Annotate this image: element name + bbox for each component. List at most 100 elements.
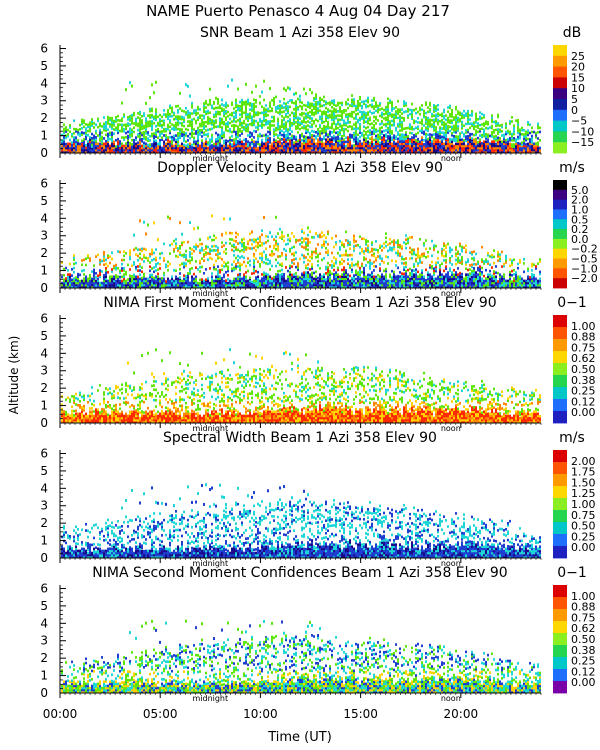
colorbar-swatch (553, 498, 567, 511)
y-tick-label: 3 (40, 94, 48, 108)
y-tick-label: 0 (40, 416, 48, 430)
colorbar-swatch (553, 66, 567, 78)
colorbar-label: 15 (571, 71, 585, 84)
panel-title: NIMA First Moment Confidences Beam 1 Azi… (103, 295, 496, 311)
colorbar-label: 0.50 (571, 633, 596, 646)
colorbar-label: 2.00 (571, 455, 596, 468)
panel-4: Spectral Width Beam 1 Azi 358 Elev 90 m/s… (40, 430, 595, 568)
colorbar-label: 1.00 (571, 590, 596, 603)
y-tick-label: 6 (40, 311, 48, 325)
colorbar-swatch (553, 534, 567, 547)
x-tick-label: 15:00 (343, 707, 378, 721)
colorbar-label: 1.75 (571, 466, 596, 479)
colorbar-swatch (553, 510, 567, 523)
y-tick-label: 4 (40, 211, 48, 225)
y-tick-label: 5 (40, 194, 48, 208)
panel-3: NIMA First Moment Confidences Beam 1 Azi… (40, 295, 595, 433)
colorbar-label: 0.12 (571, 665, 596, 678)
echo-field (61, 483, 541, 559)
panel-title: NIMA Second Moment Confidences Beam 1 Az… (92, 565, 507, 581)
colorbar-label: 0.75 (571, 341, 596, 354)
y-tick-label: 5 (40, 329, 48, 343)
y-tick-label: 5 (40, 599, 48, 613)
colorbar-swatch (553, 278, 567, 289)
colorbar-swatch (553, 411, 567, 424)
time-marker-noon: noon (441, 694, 461, 703)
time-marker-midnight: midnight (192, 694, 228, 703)
colorbar-label: 0.50 (571, 520, 596, 533)
colorbar-label: 5 (571, 93, 578, 106)
colorbar-swatch (553, 258, 567, 269)
y-tick-label: 4 (40, 346, 48, 360)
colorbar-label: −10 (571, 125, 594, 138)
colorbar-swatch (553, 229, 567, 240)
colorbar-swatch (553, 327, 567, 340)
y-tick-label: 4 (40, 616, 48, 630)
colorbar-swatch (553, 363, 567, 376)
x-tick-label: 05:00 (143, 707, 178, 721)
colorbar-swatch (553, 486, 567, 499)
y-axis-label: Altitude (km) (7, 336, 21, 415)
y-tick-label: 6 (40, 581, 48, 595)
x-tick-label: 20:00 (444, 707, 479, 721)
colorbar-swatch (553, 131, 567, 143)
colorbar-swatch (553, 99, 567, 111)
y-tick-label: 0 (40, 281, 48, 295)
colorbar-label: 1.50 (571, 476, 596, 489)
colorbar: 1.000.880.750.620.500.380.250.120.00 (553, 585, 596, 694)
time-marker-noon: noon (441, 559, 461, 568)
colorbar-label: 1.0 (571, 203, 589, 216)
colorbar-swatch (553, 657, 567, 670)
panel-unit: 0−1 (557, 565, 587, 581)
y-tick-label: 2 (40, 246, 48, 260)
colorbar-label: 0.2 (571, 223, 589, 236)
colorbar-label: 0.5 (571, 213, 589, 226)
colorbar-label: 0.00 (571, 406, 596, 419)
y-tick-label: 0 (40, 551, 48, 565)
colorbar-label: 0.12 (571, 395, 596, 408)
y-tick-label: 5 (40, 464, 48, 478)
y-tick-label: 4 (40, 481, 48, 495)
colorbar-label: 0.62 (571, 622, 596, 635)
colorbar-swatch (553, 238, 567, 250)
colorbar-swatch (553, 546, 567, 559)
colorbar-swatch (553, 199, 567, 210)
panel-unit: m/s (559, 160, 585, 176)
colorbar-swatch (553, 180, 567, 191)
panel-title: Doppler Velocity Beam 1 Azi 358 Elev 90 (157, 160, 443, 176)
colorbar-label: −2.0 (571, 272, 598, 285)
colorbar-swatch (553, 142, 567, 154)
time-marker-noon: noon (441, 424, 461, 433)
panel-title: Spectral Width Beam 1 Azi 358 Elev 90 (163, 430, 437, 446)
time-marker-noon: noon (441, 289, 461, 298)
colorbar-label: 0 (571, 104, 578, 117)
figure-title: NAME Puerto Penasco 4 Aug 04 Day 217 (146, 2, 450, 20)
echo-field (61, 348, 541, 424)
x-axis-label: Time (UT) (267, 730, 332, 745)
y-tick-label: 2 (40, 381, 48, 395)
colorbar-label: 1.00 (571, 498, 596, 511)
y-tick-label: 6 (40, 446, 48, 460)
colorbar-swatch (553, 399, 567, 412)
colorbar-swatch (553, 339, 567, 352)
colorbar-label: 0.50 (571, 363, 596, 376)
y-tick-label: 3 (40, 499, 48, 513)
panel-1: SNR Beam 1 Azi 358 Elev 90 dB 0 1 2 3 4 5 6 midni… (40, 25, 594, 163)
colorbar-label: 1.25 (571, 487, 596, 500)
colorbar-label: −0.5 (571, 253, 598, 266)
colorbar-swatch (553, 189, 567, 201)
colorbar-label: 0.25 (571, 530, 596, 543)
colorbar-label: 0.62 (571, 352, 596, 365)
colorbar-swatch (553, 248, 567, 259)
colorbar-label: 1.00 (571, 320, 596, 333)
y-tick-label: 2 (40, 651, 48, 665)
colorbar-label: −0.2 (571, 243, 598, 256)
colorbar-swatch (553, 522, 567, 535)
time-marker-midnight: midnight (192, 559, 228, 568)
colorbar-label: 5.0 (571, 184, 589, 197)
y-tick-label: 5 (40, 59, 48, 73)
colorbar-swatch (553, 621, 567, 634)
colorbar-swatch (553, 462, 567, 475)
time-marker-midnight: midnight (192, 154, 228, 163)
